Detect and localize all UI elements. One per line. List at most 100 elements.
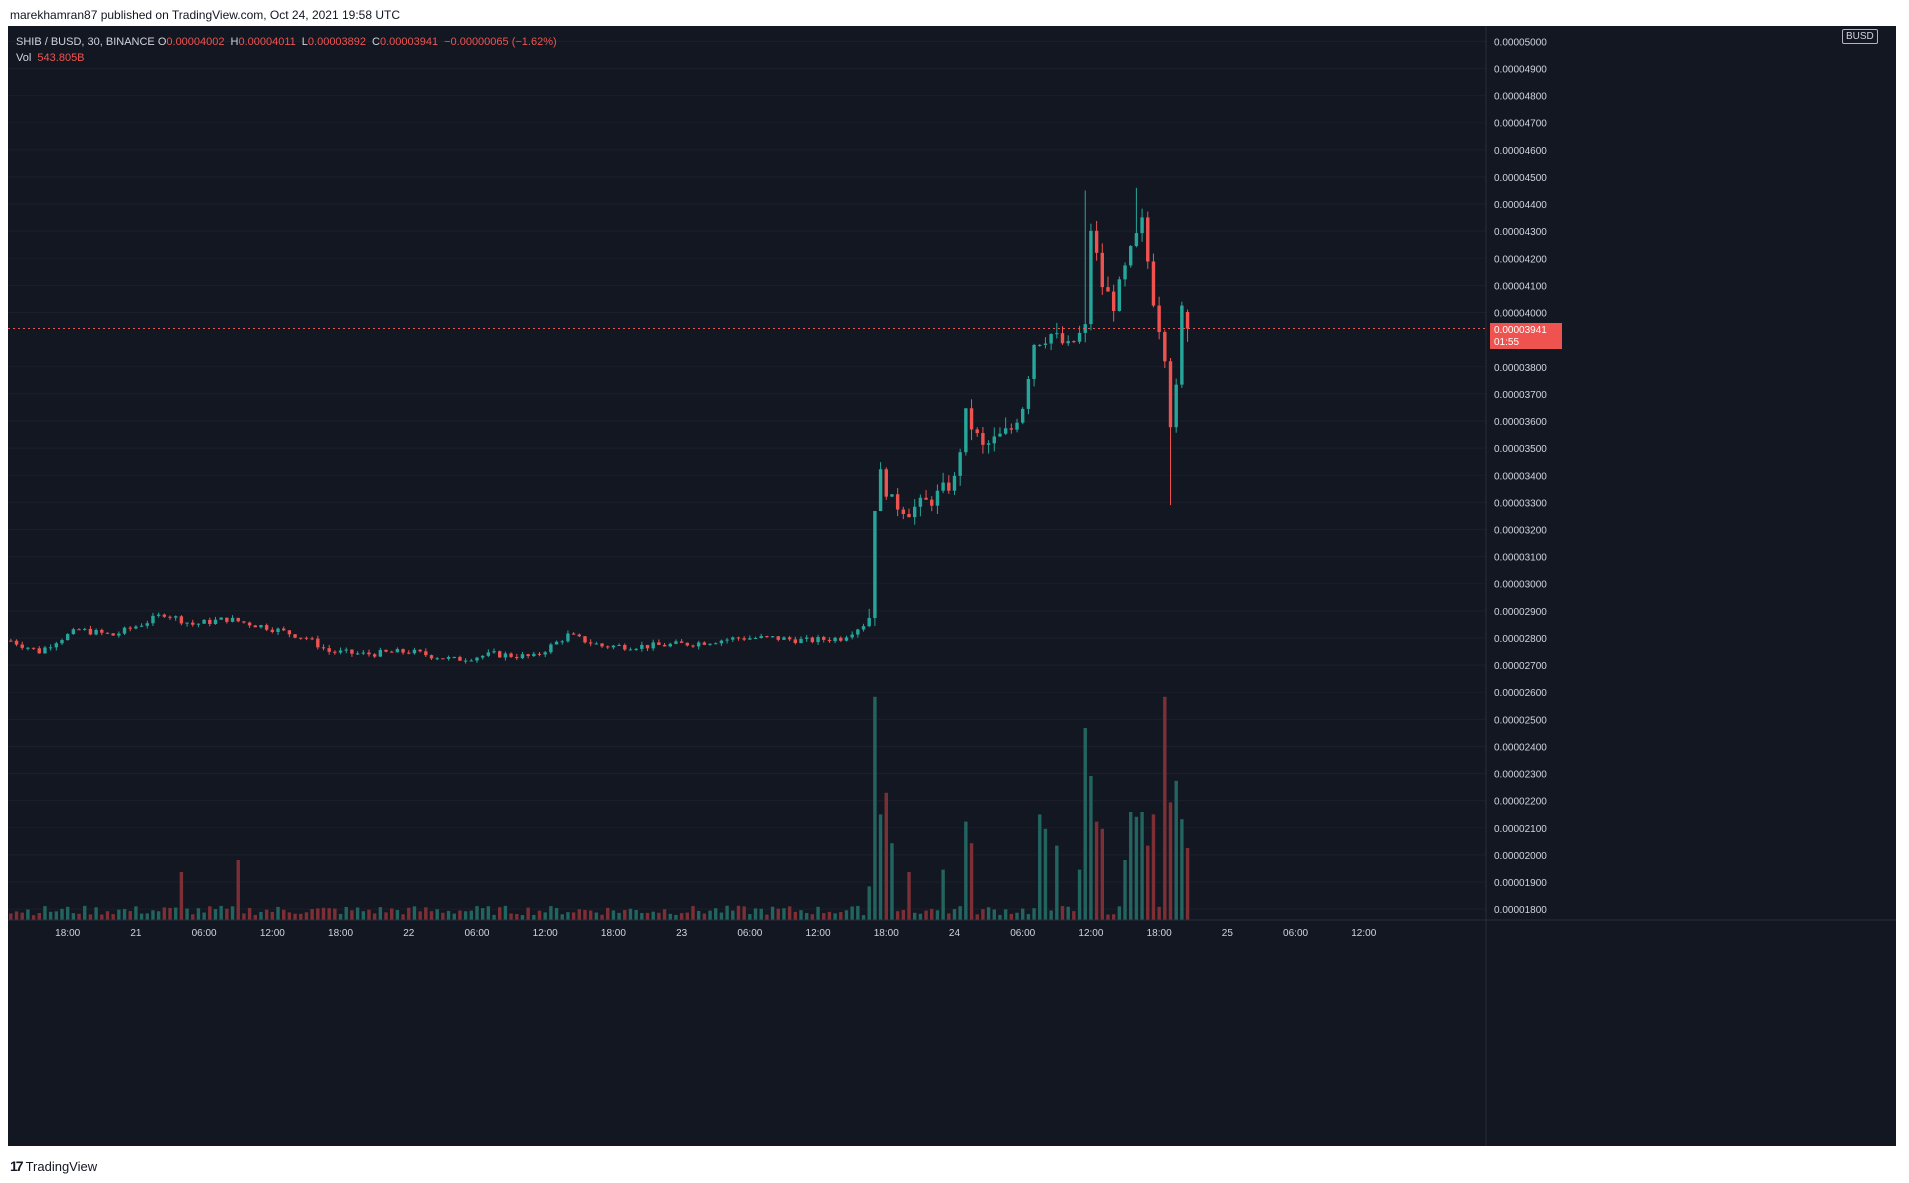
volume-bar	[543, 912, 547, 920]
candle-body	[1100, 252, 1104, 288]
volume-bar	[247, 907, 252, 920]
candle-body	[668, 643, 672, 647]
chart-area[interactable]: 0.00005000 0.00004900 0.00004800 0.00004700…	[8, 26, 1896, 1146]
volume-bar	[191, 914, 195, 920]
candle-body	[1072, 341, 1076, 343]
volume-bar	[804, 913, 809, 920]
candle-body	[930, 499, 934, 506]
volume-bar	[708, 910, 712, 920]
volume-bar	[321, 907, 326, 920]
candle-body	[65, 634, 70, 641]
published-caption: marekhamran87 published on TradingView.c…	[10, 8, 400, 22]
volume-bar	[725, 905, 729, 920]
candle-body	[839, 637, 843, 641]
volume-bar	[930, 908, 934, 920]
volume-bar	[1032, 908, 1036, 920]
currency-badge[interactable]: BUSD	[1842, 29, 1878, 44]
volume-bar	[287, 912, 292, 920]
candle-body	[594, 643, 599, 645]
symbol-label[interactable]: SHIB / BUSD, 30, BINANCE	[16, 36, 155, 48]
price-tick-label: 0.00004200	[1494, 254, 1547, 265]
volume-bar	[327, 908, 331, 920]
volume-bar	[901, 909, 906, 920]
candle-body	[48, 647, 53, 649]
volume-bar	[1049, 910, 1053, 920]
countdown-value: 01:55	[1494, 336, 1520, 348]
volume-bar	[861, 915, 866, 920]
volume-bar	[316, 908, 320, 920]
candle-body	[100, 629, 104, 633]
candle-body	[509, 653, 513, 657]
candle-body	[1026, 378, 1031, 409]
volume-bar	[1066, 906, 1070, 920]
candle-body	[873, 511, 877, 618]
volume-bar	[367, 909, 371, 920]
candle-body	[867, 617, 871, 627]
price-tick-label: 0.00004600	[1494, 146, 1547, 157]
volume-bar	[878, 814, 883, 920]
time-tick-label: 22	[403, 928, 415, 939]
candle-body	[350, 649, 354, 654]
volume-bar	[895, 911, 900, 920]
volume-bar	[1038, 814, 1042, 920]
candle-body	[1060, 333, 1065, 344]
candle-body	[469, 660, 474, 662]
volume-bar	[748, 914, 752, 920]
open-label: O	[157, 36, 167, 48]
candle-body	[935, 490, 940, 506]
candle-body	[520, 654, 525, 659]
volume-bar	[1077, 869, 1082, 920]
candle-body	[691, 645, 695, 647]
candle-body	[407, 652, 411, 654]
volume-bar	[947, 913, 951, 920]
price-tick-label: 0.00001800	[1494, 905, 1547, 916]
candle-body	[88, 628, 93, 635]
candle-body	[139, 625, 144, 627]
volume-bar	[1134, 816, 1139, 920]
candlestick-chart[interactable]: 0.00005000 0.00004900 0.00004800 0.00004700…	[8, 26, 1896, 1146]
candle-body	[1015, 422, 1019, 430]
candle-body	[588, 642, 593, 644]
candle-body	[378, 649, 383, 657]
candle-body	[208, 619, 212, 625]
high-value: 0.00004011	[238, 36, 296, 48]
volume-bar	[213, 909, 218, 920]
candle-body	[480, 655, 485, 658]
volume-bar	[162, 907, 167, 920]
candle-body	[1003, 428, 1008, 434]
candle-body	[725, 639, 729, 641]
volume-bar	[407, 907, 411, 920]
candle-body	[293, 634, 297, 638]
candle-body	[395, 649, 400, 653]
candle-body	[242, 621, 246, 623]
price-tick-label: 0.00002900	[1494, 607, 1547, 618]
volume-bar	[293, 913, 297, 920]
candle-body	[475, 657, 479, 661]
candle-body	[43, 647, 47, 654]
volume-bar	[509, 913, 513, 920]
candle-body	[1168, 361, 1173, 428]
candle-body	[1038, 344, 1042, 346]
volume-bar	[651, 911, 655, 920]
volume-bar	[1180, 819, 1184, 920]
candle-body	[31, 647, 36, 649]
candle-body	[134, 626, 138, 629]
volume-bar	[850, 906, 854, 920]
volume-bar	[753, 908, 758, 920]
volume-bar	[912, 912, 917, 920]
volume-bar	[782, 908, 786, 920]
volume-bar	[1003, 909, 1008, 920]
volume-bar	[714, 908, 718, 920]
open-value: 0.00004002	[166, 36, 225, 48]
volume-bar	[111, 914, 115, 920]
volume-bar	[503, 905, 508, 920]
candle-body	[327, 648, 331, 652]
volume-bar	[424, 907, 428, 920]
candle-body	[549, 644, 553, 653]
candle-body	[515, 656, 519, 659]
candle-body	[1129, 246, 1133, 266]
candle-body	[850, 634, 854, 638]
volume-bar	[577, 909, 582, 920]
volume-bar	[71, 913, 76, 920]
tradingview-logo[interactable]: 17 TradingView	[10, 1158, 97, 1174]
